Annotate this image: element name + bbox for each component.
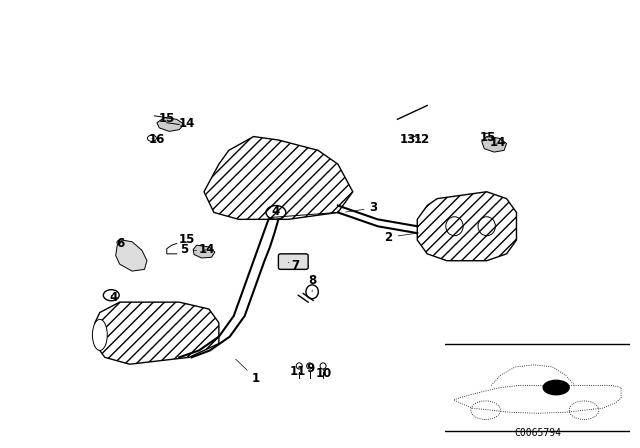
Ellipse shape [147, 135, 156, 142]
Polygon shape [482, 137, 507, 152]
Text: 15: 15 [479, 131, 496, 144]
Text: 14: 14 [179, 117, 195, 130]
Text: 9: 9 [307, 362, 315, 375]
Text: 15: 15 [179, 233, 195, 246]
Text: 8: 8 [308, 274, 316, 292]
Text: 7: 7 [288, 259, 300, 272]
Text: 10: 10 [316, 367, 332, 380]
Text: 14: 14 [198, 243, 214, 256]
Ellipse shape [92, 319, 108, 350]
Ellipse shape [307, 363, 312, 369]
Text: 14: 14 [490, 136, 506, 149]
Text: 15: 15 [159, 112, 175, 125]
Text: 4: 4 [272, 205, 280, 218]
Text: 2: 2 [385, 231, 415, 244]
Polygon shape [95, 302, 219, 364]
Text: 5: 5 [180, 243, 196, 256]
Ellipse shape [320, 363, 326, 369]
Polygon shape [417, 192, 516, 261]
Polygon shape [157, 117, 184, 131]
Polygon shape [193, 245, 215, 258]
Text: C0065794: C0065794 [514, 428, 561, 438]
Polygon shape [116, 240, 147, 271]
Polygon shape [204, 137, 353, 220]
Text: 12: 12 [414, 133, 430, 146]
Text: 4: 4 [109, 292, 118, 305]
Text: 13: 13 [399, 133, 415, 146]
FancyBboxPatch shape [278, 254, 308, 269]
Ellipse shape [296, 363, 302, 369]
Text: 3: 3 [346, 202, 378, 215]
Text: 16: 16 [148, 133, 165, 146]
Text: 6: 6 [116, 237, 125, 250]
Circle shape [543, 380, 569, 395]
Text: 1: 1 [236, 359, 260, 385]
Text: 11: 11 [290, 365, 307, 378]
